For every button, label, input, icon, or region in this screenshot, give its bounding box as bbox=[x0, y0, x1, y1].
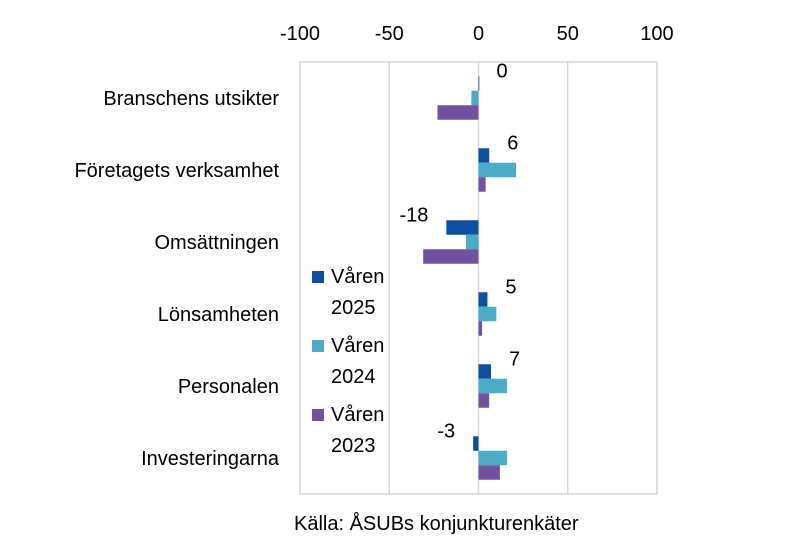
legend-label: 2023 bbox=[331, 435, 376, 457]
bar-våren-2023 bbox=[478, 177, 486, 192]
bar-våren-2025 bbox=[478, 292, 488, 307]
data-label: 6 bbox=[507, 133, 518, 155]
bar-våren-2024 bbox=[478, 450, 508, 466]
bar-våren-2025 bbox=[446, 220, 479, 235]
x-tick-label: 0 bbox=[473, 23, 484, 45]
bar-våren-2025 bbox=[478, 148, 490, 163]
bar-våren-2024 bbox=[478, 162, 516, 178]
data-labels: 0 6 -18 5 7 -3 bbox=[399, 61, 520, 443]
source-note: Källa: ÅSUBs konjunkturenkäter bbox=[294, 512, 579, 535]
category-label: Omsättningen bbox=[154, 232, 279, 254]
x-tick-label: -50 bbox=[375, 23, 404, 45]
legend-label: 2024 bbox=[331, 366, 376, 388]
x-tick-label: 100 bbox=[640, 23, 673, 45]
data-label: 5 bbox=[505, 277, 516, 299]
category-label: Investeringarna bbox=[141, 448, 280, 470]
data-label: -18 bbox=[399, 205, 428, 227]
legend-swatch bbox=[312, 409, 324, 421]
bars bbox=[423, 76, 516, 480]
bar-våren-2025 bbox=[478, 76, 480, 91]
legend-label: Våren bbox=[331, 404, 384, 426]
legend-swatch bbox=[312, 271, 324, 283]
bar-våren-2023 bbox=[478, 393, 490, 408]
legend-label: 2025 bbox=[331, 297, 376, 319]
bar-våren-2023 bbox=[478, 321, 483, 336]
category-label: Branschens utsikter bbox=[103, 88, 279, 110]
x-tick-label: 50 bbox=[557, 23, 579, 45]
bar-våren-2024 bbox=[478, 378, 508, 394]
bar-våren-2024 bbox=[471, 90, 479, 106]
bar-våren-2023 bbox=[423, 249, 479, 264]
x-tick-label: -100 bbox=[280, 23, 320, 45]
legend-label: Våren bbox=[331, 266, 384, 288]
category-labels: Branschens utsikter Företagets verksamhet… bbox=[74, 88, 279, 470]
category-label: Företagets verksamhet bbox=[74, 160, 279, 182]
bar-våren-2024 bbox=[478, 306, 497, 322]
legend-label: Våren bbox=[331, 335, 384, 357]
legend: Våren 2025 Våren 2024 Våren 2023 bbox=[312, 266, 384, 457]
bar-våren-2023 bbox=[437, 105, 479, 120]
bar-våren-2024 bbox=[466, 234, 479, 250]
legend-swatch bbox=[312, 340, 324, 352]
bar-våren-2023 bbox=[478, 465, 500, 480]
plot-area bbox=[299, 61, 658, 495]
data-label: -3 bbox=[437, 421, 455, 443]
category-label: Lönsamheten bbox=[158, 304, 279, 326]
bar-våren-2025 bbox=[478, 364, 491, 379]
category-label: Personalen bbox=[178, 376, 279, 398]
x-axis-ticks: -100 -50 0 50 100 bbox=[280, 23, 674, 45]
data-label: 0 bbox=[497, 61, 508, 83]
bar-våren-2025 bbox=[473, 436, 479, 451]
data-label: 7 bbox=[509, 349, 520, 371]
grid-lines bbox=[388, 62, 569, 494]
